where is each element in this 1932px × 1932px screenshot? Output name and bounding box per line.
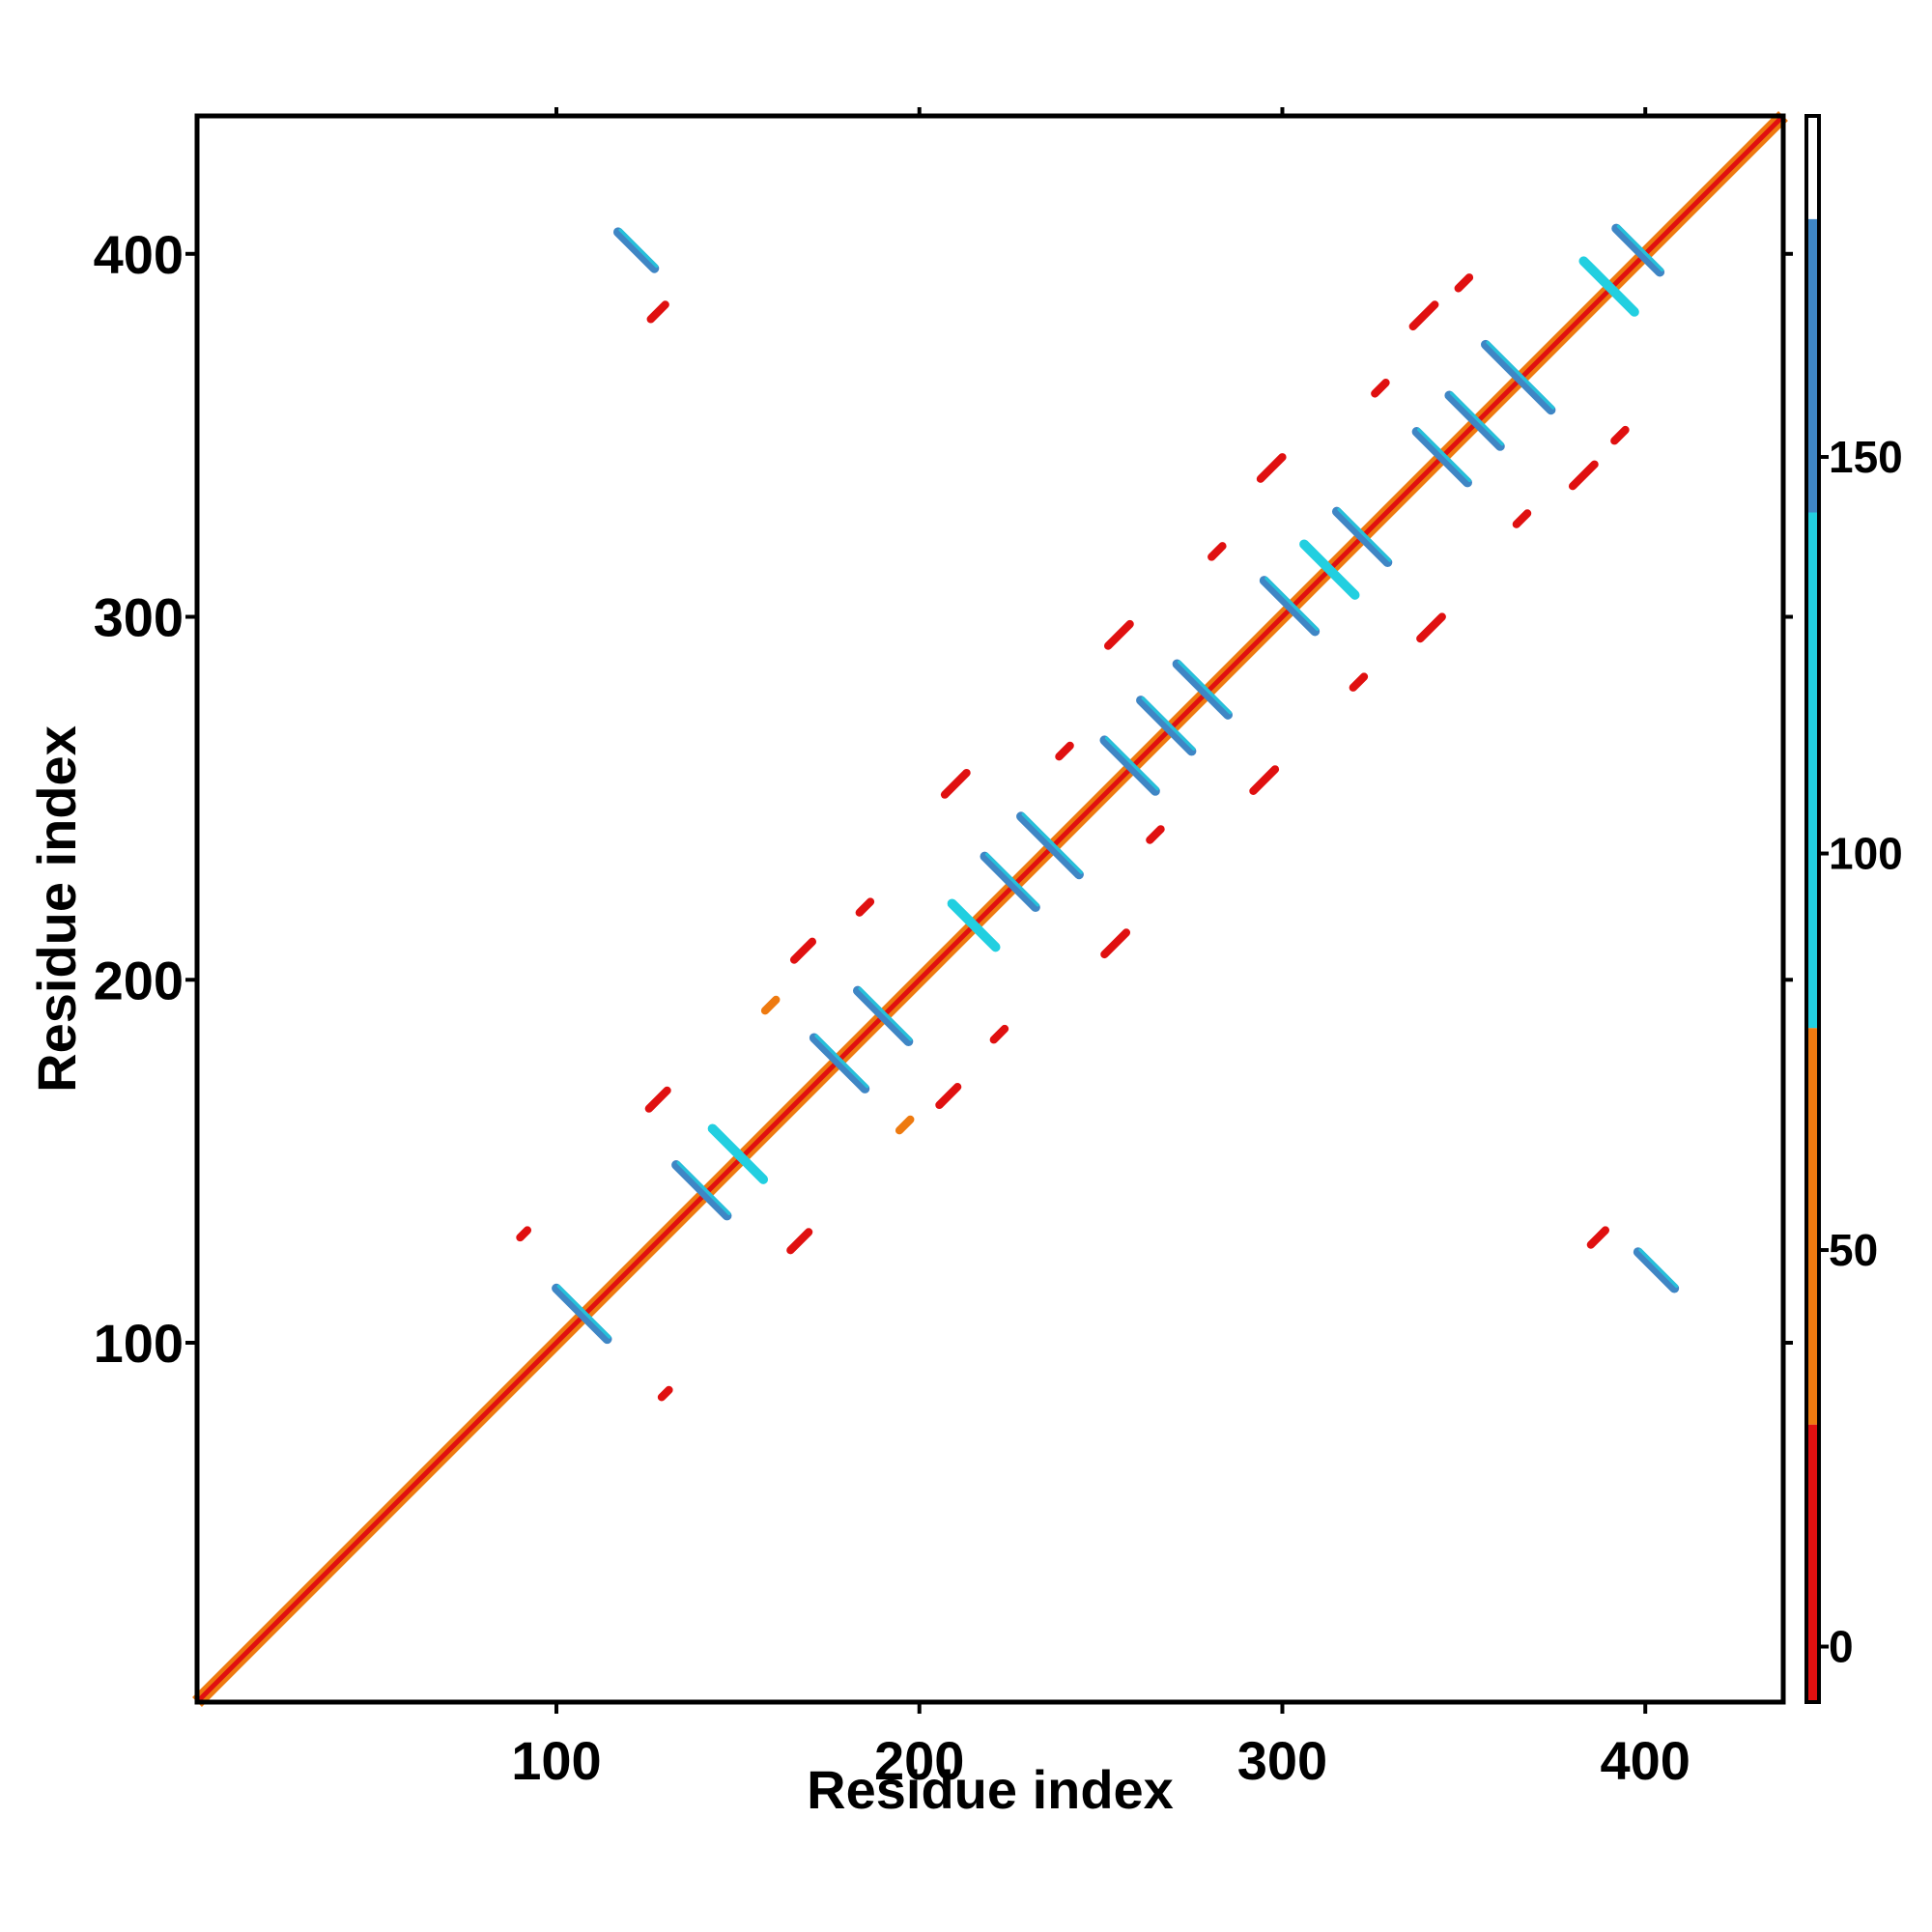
y-tick-label: 200 — [94, 950, 184, 1010]
contact-feature-edge — [713, 1124, 768, 1179]
colorbar-tick-label: 100 — [1829, 829, 1903, 879]
contact-feature-edge — [1021, 812, 1084, 874]
contact-feature-edge — [814, 1034, 869, 1089]
contact-feature-parallel — [1146, 825, 1165, 844]
contact-feature-parallel — [516, 1226, 532, 1242]
contact-feature-antiparallel — [612, 227, 660, 273]
colorbar-tick-label: 50 — [1829, 1225, 1878, 1275]
contact-feature-edge — [1638, 1248, 1679, 1289]
contact-feature-parallel — [1103, 619, 1134, 650]
contact-feature-antiparallel — [1172, 659, 1233, 720]
contact-feature-parallel — [1100, 928, 1131, 959]
contact-feature-edge — [1104, 736, 1159, 791]
contact-feature-parallel — [940, 768, 971, 799]
x-tick-label: 200 — [874, 1730, 964, 1791]
y-axis-title: Residue index — [26, 725, 87, 1093]
contact-feature-antiparallel — [707, 1123, 769, 1184]
plot-frame — [194, 113, 1786, 1705]
contact-feature-parallel — [1586, 1226, 1610, 1249]
x-axis-title: Residue index — [807, 1759, 1174, 1820]
contact-feature-parallel — [1371, 379, 1390, 398]
contact-feature-edge — [676, 1160, 731, 1215]
contact-feature-edge — [1583, 257, 1638, 312]
contact-feature-antiparallel — [1331, 506, 1393, 568]
contact-feature-parallel — [1208, 542, 1227, 561]
contact-feature-edge — [618, 228, 659, 269]
x-tick-label: 300 — [1237, 1730, 1327, 1791]
contact-feature-antiparallel — [809, 1033, 870, 1094]
contact-feature-edge — [1304, 540, 1359, 595]
x-tick-label: 400 — [1600, 1730, 1690, 1791]
y-axis: 100 200 300 400 — [94, 224, 1793, 1374]
colorbar-tick-label: 150 — [1829, 432, 1903, 482]
contact-feature-parallel — [786, 1228, 813, 1255]
contact-feature-edge — [1337, 507, 1392, 562]
colorbar: 0 50 100 150 — [1804, 114, 1903, 1704]
contact-feature-antiparallel — [1259, 576, 1321, 637]
contact-feature-parallel — [760, 995, 781, 1015]
contact-feature-parallel — [895, 1115, 915, 1135]
contact-feature-parallel — [1512, 509, 1532, 528]
colorbar-band — [1806, 1028, 1819, 1425]
contact-feature-parallel — [657, 1385, 673, 1402]
x-axis: 100 200 300 400 — [511, 107, 1690, 1791]
contact-feature-edge — [1486, 340, 1555, 410]
contact-feature-parallel — [1454, 273, 1474, 293]
contact-feature-antiparallel — [1411, 427, 1472, 488]
x-tick-label: 100 — [511, 1730, 601, 1791]
contact-feature-edge — [858, 986, 913, 1041]
contact-feature-edge — [984, 852, 1039, 907]
contact-feature-parallel — [855, 897, 875, 917]
contact-feature-parallel — [789, 937, 817, 964]
contact-feature-parallel — [935, 1082, 962, 1110]
contact-feature-parallel — [644, 1086, 671, 1113]
colorbar-tick-label: 0 — [1829, 1622, 1854, 1672]
contact-feature-edge — [1417, 427, 1472, 482]
contact-feature-edge — [556, 1284, 611, 1339]
heatmap-cells — [192, 111, 1788, 1707]
contact-feature-antiparallel — [1444, 390, 1505, 451]
contact-feature-antiparallel — [980, 851, 1040, 913]
contact-feature-parallel — [1408, 300, 1439, 331]
contact-feature-edge — [1616, 224, 1664, 272]
colorbar-band — [1806, 1424, 1819, 1702]
contact-feature-parallel — [1349, 672, 1369, 692]
contact-feature-antiparallel — [1299, 539, 1360, 600]
contact-feature-edge — [1178, 660, 1233, 715]
contact-feature-antiparallel — [1481, 339, 1556, 415]
contact-feature-parallel — [989, 1024, 1009, 1044]
colorbar-frame — [1804, 114, 1821, 1704]
contact-feature-antiparallel — [1136, 696, 1197, 756]
y-tick-label: 400 — [94, 224, 184, 285]
contact-feature-parallel — [646, 300, 669, 324]
colorbar-band — [1806, 116, 1819, 219]
colorbar-band — [1806, 218, 1819, 513]
contact-feature-edge — [1141, 696, 1196, 751]
y-tick-label: 100 — [94, 1313, 184, 1374]
contact-feature-parallel — [1055, 741, 1074, 761]
colorbar-band — [1806, 512, 1819, 1029]
contact-feature-parallel — [1610, 425, 1630, 445]
contact-feature-antiparallel — [1099, 735, 1160, 796]
contact-feature-edge — [952, 899, 1000, 947]
diagonal-band-core — [195, 114, 1785, 1704]
contact-feature-antiparallel — [671, 1160, 732, 1221]
contact-feature-parallel — [1249, 765, 1280, 796]
contact-feature-parallel — [1568, 460, 1599, 491]
contact-feature-parallel — [1256, 453, 1287, 483]
contact-feature-antiparallel — [852, 985, 914, 1047]
y-tick-label: 300 — [94, 587, 184, 648]
contact-feature-antiparallel — [1016, 811, 1084, 880]
contact-feature-antiparallel — [1633, 1247, 1680, 1293]
contact-feature-edge — [1449, 391, 1504, 446]
contact-feature-antiparallel — [552, 1283, 612, 1345]
contact-feature-antiparallel — [947, 898, 1001, 952]
contact-feature-edge — [1264, 577, 1320, 631]
contact-feature-antiparallel — [1578, 256, 1639, 317]
contact-feature-antiparallel — [1611, 223, 1665, 277]
contact-feature-parallel — [1416, 612, 1446, 643]
